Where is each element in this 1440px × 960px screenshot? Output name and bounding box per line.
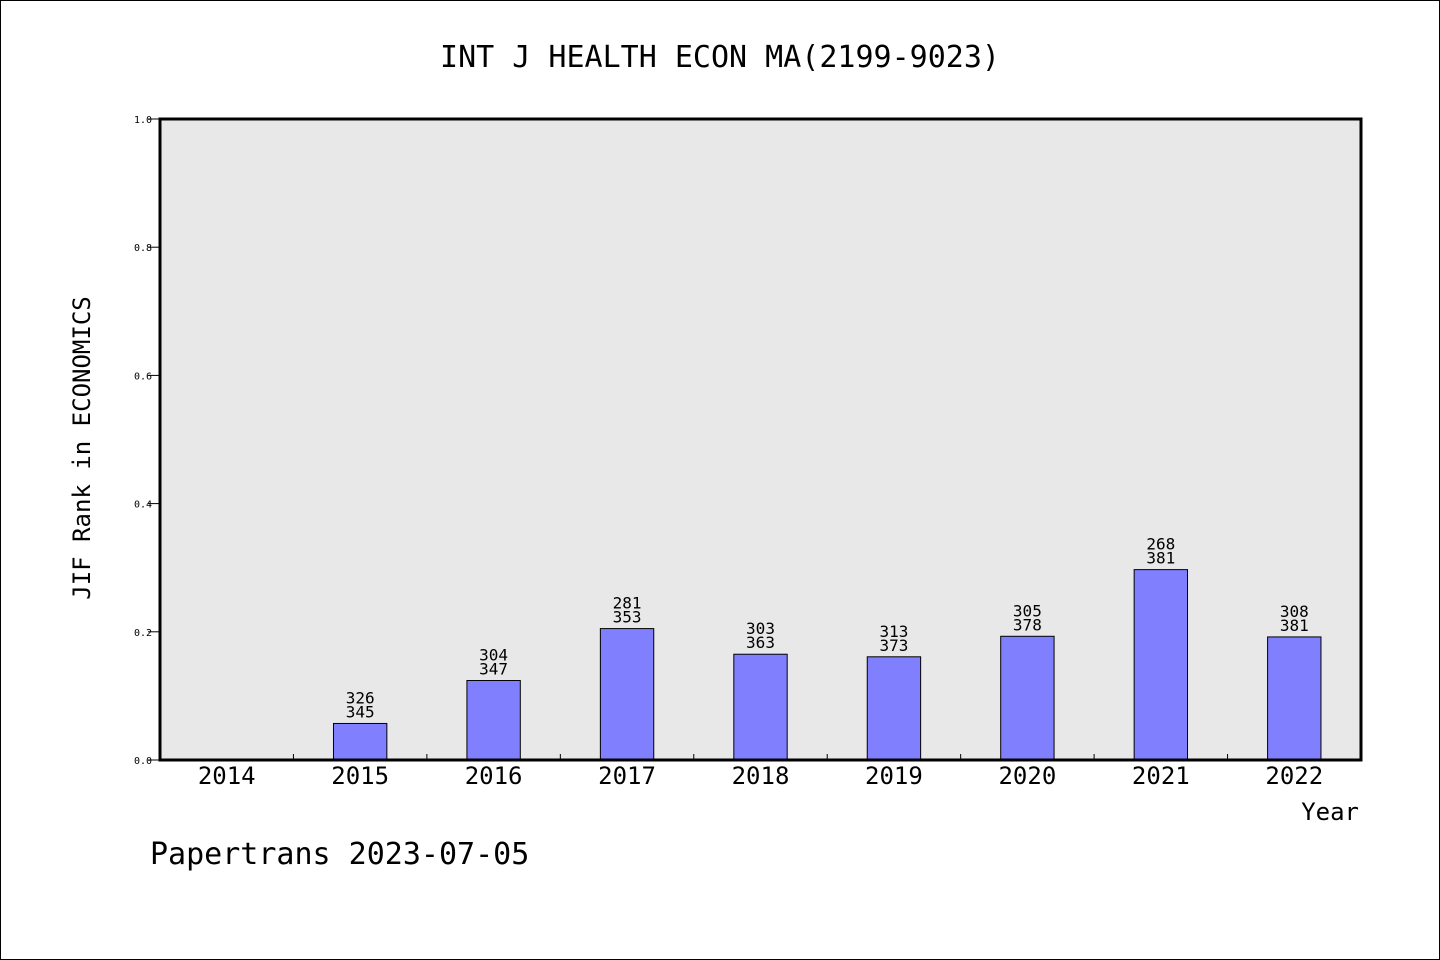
bar-rank-label: 268	[1146, 535, 1175, 554]
x-tick-label: 2022	[1265, 762, 1323, 790]
x-tick-label: 2021	[1132, 762, 1190, 790]
bars-group	[332, 569, 1322, 761]
bar-2021	[1133, 569, 1189, 761]
bar-total-label: 381	[1280, 616, 1309, 635]
ticks-group: 0.0 0.2 0.4 0.6 0.8 1.0 2014 2015 2016 2017 2018 20…	[134, 115, 1323, 790]
bar-total-label: 345	[346, 702, 375, 721]
y-tick-label: 0.0	[134, 756, 152, 767]
bar-2022	[1267, 636, 1322, 761]
x-tick-label: 2015	[331, 762, 389, 790]
x-tick-label: 2014	[198, 762, 256, 790]
chart-title: INT J HEALTH ECON MA(2199-9023)	[440, 40, 1000, 75]
x-tick-label: 2020	[998, 762, 1056, 790]
y-tick-label: 1.0	[134, 115, 152, 126]
y-tick-label: 0.6	[134, 371, 152, 382]
footer-credit: Papertrans 2023-07-05	[150, 837, 529, 872]
bar-rank-label: 304	[479, 646, 508, 665]
bar-rank-label: 308	[1280, 602, 1309, 621]
bar-rank-label: 305	[1013, 601, 1042, 620]
bar-2019	[866, 656, 922, 761]
bar-total-label: 373	[879, 636, 908, 655]
bar-rank-label: 313	[879, 622, 908, 641]
bar-2015	[332, 722, 388, 761]
bar-total-label: 353	[613, 608, 642, 627]
x-tick-label: 2016	[465, 762, 523, 790]
bar-2018	[733, 653, 788, 761]
bar-2020	[1000, 635, 1055, 761]
x-axis-label: Year	[1301, 798, 1359, 826]
bar-labels-group: 3263453043472813533033633133733053782683…	[346, 535, 1309, 722]
bar-rank-label: 326	[346, 688, 375, 707]
plot-border	[158, 117, 1363, 762]
bar-total-label: 363	[746, 633, 775, 652]
y-tick-label: 0.4	[134, 500, 152, 511]
x-tick-label: 2019	[865, 762, 923, 790]
x-tick-label: 2018	[732, 762, 790, 790]
bar-rank-label: 303	[746, 619, 775, 638]
bar-rank-label: 281	[613, 594, 642, 613]
y-tick-label: 0.2	[134, 628, 152, 639]
bar-total-label: 381	[1146, 549, 1175, 568]
bar-total-label: 347	[479, 660, 508, 679]
bar-2017	[599, 628, 655, 761]
bar-total-label: 378	[1013, 615, 1042, 634]
y-tick-label: 0.8	[134, 243, 152, 254]
bar-2016	[466, 680, 521, 761]
y-axis-label: JIF Rank in ECONOMICS	[68, 296, 96, 599]
x-tick-label: 2017	[598, 762, 656, 790]
